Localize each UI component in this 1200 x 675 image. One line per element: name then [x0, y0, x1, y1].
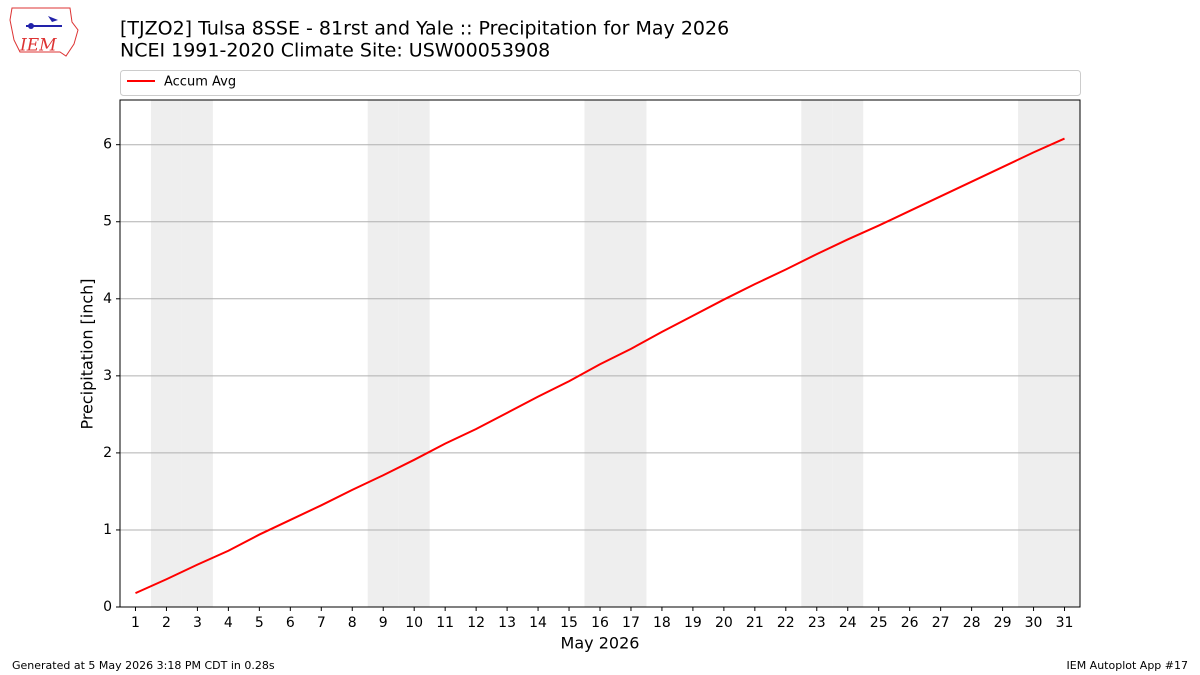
y-tick-label: 6	[103, 137, 112, 153]
weekend-shade	[367, 100, 399, 607]
x-tick-label: 20	[715, 615, 733, 631]
x-axis-label: May 2026	[561, 634, 640, 653]
x-tick-label: 9	[379, 615, 388, 631]
x-tick-label: 18	[653, 615, 671, 631]
weekend-shade	[584, 100, 616, 607]
x-tick-label: 8	[348, 615, 357, 631]
legend-box	[120, 70, 1081, 96]
x-tick-label: 5	[255, 615, 264, 631]
x-tick-label: 21	[746, 615, 764, 631]
x-tick-label: 31	[1056, 615, 1074, 631]
y-tick-label: 5	[103, 214, 112, 230]
x-tick-label: 1	[131, 615, 140, 631]
x-tick-label: 2	[162, 615, 171, 631]
y-tick-label: 4	[103, 291, 112, 307]
x-tick-label: 28	[963, 615, 981, 631]
y-tick-label: 0	[103, 599, 112, 615]
weekend-shade	[1049, 100, 1080, 607]
x-tick-label: 24	[839, 615, 857, 631]
x-tick-label: 15	[560, 615, 578, 631]
weekend-shade	[150, 100, 182, 607]
x-tick-label: 19	[684, 615, 702, 631]
footer-right: IEM Autoplot App #17	[1067, 659, 1189, 672]
x-tick-label: 16	[591, 615, 609, 631]
line	[135, 137, 1065, 595]
logo-text: IEM	[19, 36, 57, 56]
y-tick-label: 3	[103, 368, 112, 384]
x-tick-label: 14	[529, 615, 547, 631]
x-tick-label: 17	[622, 615, 640, 631]
y-tick-label: 2	[103, 445, 112, 461]
weekend-shade	[181, 100, 213, 607]
chart-subtitle: NCEI 1991-2020 Climate Site: USW00053908	[120, 40, 550, 62]
x-tick-label: 13	[498, 615, 516, 631]
weekend-shade	[398, 100, 430, 607]
y-tick-label: 1	[103, 522, 112, 538]
y-axis-label: Precipitation [inch]	[78, 278, 97, 429]
x-tick-label: 11	[436, 615, 454, 631]
weekend-shade	[1018, 100, 1050, 607]
plot-frame	[119, 99, 1081, 608]
x-tick-label: 26	[901, 615, 919, 631]
x-tick-label: 22	[777, 615, 795, 631]
x-tick-label: 27	[932, 615, 950, 631]
x-tick-label: 6	[286, 615, 295, 631]
x-tick-label: 7	[317, 615, 326, 631]
x-tick-label: 30	[1025, 615, 1043, 631]
legend-label: Accum Avg	[164, 75, 236, 90]
x-tick-label: 23	[808, 615, 826, 631]
weekend-shade	[801, 100, 833, 607]
x-tick-label: 29	[994, 615, 1012, 631]
x-tick-label: 3	[193, 615, 202, 631]
x-tick-label: 25	[870, 615, 888, 631]
x-tick-label: 12	[467, 615, 485, 631]
chart-title: [TJZO2] Tulsa 8SSE - 81rst and Yale :: P…	[120, 18, 729, 40]
x-tick-label: 4	[224, 615, 233, 631]
x-tick-label: 10	[405, 615, 423, 631]
weekend-shade	[832, 100, 864, 607]
footer-left: Generated at 5 May 2026 3:18 PM CDT in 0…	[12, 659, 275, 672]
logo: IEM	[9, 7, 79, 57]
